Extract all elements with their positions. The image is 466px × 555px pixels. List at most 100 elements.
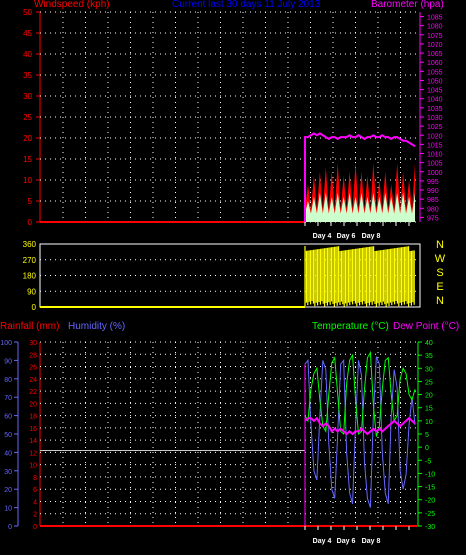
humidity-tick-label: 0 — [8, 524, 12, 531]
humidity-tick-label: 80 — [4, 377, 12, 384]
day-tick-label: Day 4 — [313, 538, 332, 545]
wind-tick-label: 15 — [23, 155, 32, 164]
rain-tick-label: 2 — [33, 512, 37, 519]
baro-tick-label: 1055 — [427, 69, 443, 76]
baro-tick-label: 980 — [427, 206, 439, 213]
temp-tick-label: -10 — [425, 471, 435, 478]
temperature-axis-title: Temperature (°C) — [312, 321, 389, 332]
wind-tick-label: 50 — [23, 8, 32, 17]
rain-tick-label: 20 — [29, 401, 37, 408]
baro-tick-label: 1045 — [427, 88, 443, 95]
wind-tick-label: 20 — [23, 134, 32, 143]
humidity-tick-label: 20 — [4, 487, 12, 494]
wind-tick-label: 30 — [23, 92, 32, 101]
baro-tick-label: 990 — [427, 188, 439, 195]
baro-tick-label: 1010 — [427, 152, 443, 159]
rain-tick-label: 8 — [33, 475, 37, 482]
compass-label: N — [436, 239, 444, 251]
rain-tick-label: 22 — [29, 389, 37, 396]
rain-tick-label: 28 — [29, 352, 37, 359]
day-tick-label: Day 4 — [313, 233, 332, 240]
barometer-axis-title: Barometer (hpa) — [371, 0, 444, 10]
dewpoint-axis-title: Dew Point (°C) — [393, 321, 460, 332]
compass-label: N — [436, 295, 444, 307]
humidity-axis-title: Humidity (%) — [68, 321, 126, 332]
wind-tick-label: 45 — [23, 29, 32, 38]
wind-tick-label: 40 — [23, 50, 32, 59]
wind-tick-label: 35 — [23, 71, 32, 80]
baro-tick-label: 975 — [427, 215, 439, 222]
windspeed-axis-title: Windspeed (kph) — [34, 0, 110, 10]
rain-tick-label: 4 — [33, 499, 37, 506]
baro-tick-label: 1025 — [427, 124, 443, 131]
temp-tick-label: -15 — [425, 485, 435, 492]
rain-tick-label: 14 — [29, 438, 37, 445]
baro-tick-label: 1035 — [427, 106, 443, 113]
humidity-tick-label: 50 — [4, 432, 12, 439]
humidity-tick-label: 10 — [4, 506, 12, 513]
baro-tick-label: 1020 — [427, 133, 443, 140]
humidity-tick-label: 40 — [4, 450, 12, 457]
temp-tick-label: 30 — [425, 366, 433, 373]
humidity-tick-label: 30 — [4, 469, 12, 476]
day-tick-label: Day 8 — [362, 233, 381, 240]
rain-tick-label: 12 — [29, 450, 37, 457]
baro-tick-label: 995 — [427, 179, 439, 186]
direction-tick-label: 270 — [23, 256, 37, 265]
baro-tick-label: 1030 — [427, 115, 443, 122]
direction-tick-label: 90 — [27, 287, 36, 296]
temp-tick-label: 40 — [425, 340, 433, 347]
direction-tick-label: 180 — [23, 272, 37, 281]
series-average-area — [305, 192, 415, 222]
compass-label: W — [435, 253, 446, 265]
temp-tick-label: 25 — [425, 379, 433, 386]
baro-tick-label: 1075 — [427, 33, 443, 40]
baro-tick-label: 1000 — [427, 170, 443, 177]
temp-tick-label: -25 — [425, 511, 435, 518]
wind-tick-label: 25 — [23, 113, 32, 122]
baro-tick-label: 1080 — [427, 24, 443, 31]
baro-tick-label: 1040 — [427, 97, 443, 104]
compass-label: S — [436, 267, 443, 279]
baro-tick-label: 1060 — [427, 60, 443, 67]
rain-tick-label: 24 — [29, 377, 37, 384]
baro-tick-label: 1070 — [427, 42, 443, 49]
rain-tick-label: 26 — [29, 365, 37, 372]
humidity-tick-label: 60 — [4, 414, 12, 421]
temp-tick-label: -20 — [425, 498, 435, 505]
humidity-tick-label: 100 — [0, 340, 12, 347]
wind-tick-label: 5 — [28, 197, 33, 206]
temp-tick-label: -5 — [425, 458, 431, 465]
rain-tick-label: 6 — [33, 487, 37, 494]
baro-tick-label: 1050 — [427, 78, 443, 85]
rain-tick-label: 30 — [29, 340, 37, 347]
temp-tick-label: -30 — [425, 524, 435, 531]
direction-tick-label: 360 — [23, 240, 37, 249]
humidity-tick-label: 90 — [4, 358, 12, 365]
rain-tick-label: 10 — [29, 463, 37, 470]
rainfall-axis-title: Rainfall (mm) — [0, 321, 60, 332]
baro-tick-label: 985 — [427, 197, 439, 204]
series-barometer-line — [304, 132, 416, 222]
baro-tick-label: 1085 — [427, 15, 443, 22]
series-dewpoint-line — [304, 416, 416, 436]
wind-tick-label: 10 — [23, 176, 32, 185]
temp-tick-label: 5 — [425, 432, 429, 439]
day-tick-label: Day 6 — [337, 538, 356, 545]
rain-tick-label: 16 — [29, 426, 37, 433]
temp-tick-label: 20 — [425, 393, 433, 400]
humidity-tick-label: 70 — [4, 395, 12, 402]
temp-tick-label: 15 — [425, 406, 433, 413]
direction-tick-label: 0 — [32, 303, 37, 312]
rain-tick-label: 0 — [33, 524, 37, 531]
temp-tick-label: 10 — [425, 419, 433, 426]
compass-label: E — [436, 281, 443, 293]
baro-tick-label: 1065 — [427, 51, 443, 58]
rain-tick-label: 18 — [29, 414, 37, 421]
chart-title: Current last 30 days 11 July 2013 — [172, 0, 321, 10]
wind-tick-label: 0 — [28, 218, 33, 227]
day-tick-label: Day 8 — [362, 538, 381, 545]
baro-tick-label: 1015 — [427, 142, 443, 149]
